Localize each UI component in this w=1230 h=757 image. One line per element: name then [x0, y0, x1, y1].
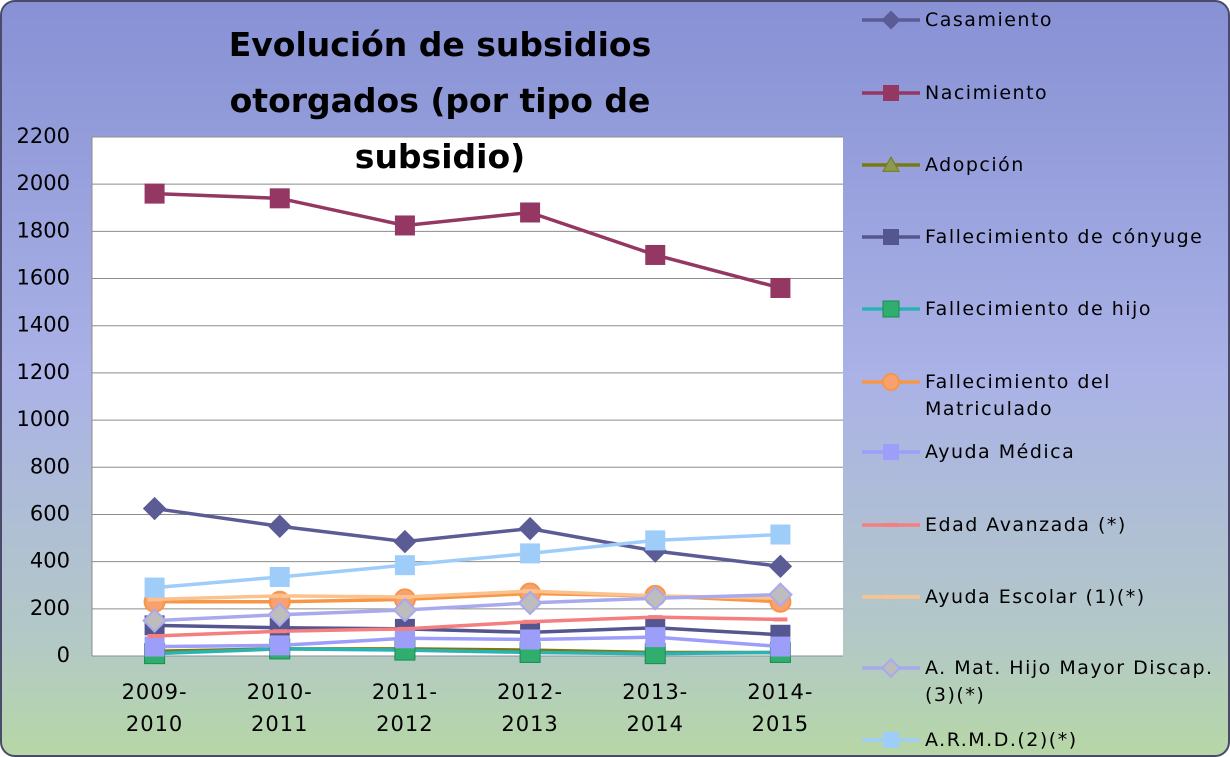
y-tick-label: 2000	[17, 171, 70, 195]
legend-label: Nacimiento	[925, 82, 1049, 104]
chart-title: Evolución de subsidios otorgados (por ti…	[228, 25, 652, 176]
marker	[882, 373, 900, 391]
marker	[642, 585, 668, 611]
marker	[881, 10, 901, 30]
y-tick-label: 200	[30, 596, 70, 620]
marker	[267, 602, 293, 628]
marker	[268, 514, 292, 538]
marker	[272, 593, 287, 598]
y-tick-label: 400	[30, 549, 70, 573]
marker	[770, 524, 791, 545]
x-tick-label: 2011-2012	[371, 680, 438, 736]
marker	[882, 155, 900, 172]
marker	[520, 629, 541, 650]
marker	[883, 732, 899, 748]
x-tick-label: 2013-2014	[622, 680, 689, 736]
marker	[648, 615, 663, 620]
y-tick-label: 1600	[17, 266, 70, 290]
marker	[393, 529, 417, 554]
legend-label: Casamiento	[925, 9, 1054, 31]
marker	[394, 628, 415, 649]
marker	[392, 597, 418, 623]
marker	[147, 597, 162, 602]
marker	[645, 530, 666, 551]
legend-label: Fallecimiento de cónyuge	[925, 226, 1204, 248]
legend-label: A. Mat. Hijo Mayor Discap.(3)(*)	[925, 657, 1214, 706]
marker	[768, 582, 793, 608]
legend-label: Ayuda Escolar (1)(*)	[925, 586, 1146, 608]
x-tick-label: 2012-2013	[497, 680, 564, 736]
marker	[144, 636, 165, 657]
marker	[884, 523, 898, 527]
series-line	[154, 647, 781, 656]
x-tick-label: 2010-2011	[246, 680, 313, 736]
x-tick-label: 2009-2010	[121, 680, 188, 736]
y-tick-label: 1400	[17, 313, 70, 337]
marker	[147, 633, 162, 638]
marker	[144, 183, 165, 204]
legend-label: Fallecimiento de hijo	[925, 298, 1152, 320]
x-tick-label: 2014-2015	[747, 680, 814, 736]
marker	[883, 229, 899, 245]
marker	[882, 300, 900, 318]
marker	[520, 543, 541, 564]
y-tick-label: 0	[57, 643, 70, 667]
series-line	[154, 191, 781, 290]
marker	[773, 617, 788, 622]
legend-label: Fallecimiento del Matriculado	[925, 371, 1111, 420]
marker	[880, 657, 902, 679]
legend-label: Ayuda Médica	[925, 441, 1076, 463]
marker	[397, 626, 412, 631]
legend-label: A.R.M.D.(2)(*)	[925, 729, 1078, 751]
marker	[397, 595, 412, 600]
marker	[770, 277, 791, 298]
marker	[518, 516, 542, 541]
marker	[394, 215, 415, 236]
marker	[394, 555, 415, 576]
marker	[144, 577, 165, 598]
marker	[142, 496, 167, 521]
marker	[523, 619, 538, 624]
marker	[883, 85, 899, 101]
marker	[645, 627, 666, 648]
y-tick-label: 800	[30, 454, 70, 478]
plot-area	[92, 137, 843, 656]
y-tick-label: 1200	[17, 360, 70, 384]
series-line	[154, 615, 781, 638]
marker	[517, 590, 543, 616]
y-tick-label: 2200	[17, 124, 70, 148]
series-line	[154, 532, 781, 590]
series-line	[154, 592, 781, 623]
marker	[520, 202, 541, 223]
marker	[269, 188, 290, 209]
marker	[770, 636, 791, 657]
marker	[272, 629, 287, 634]
marker	[768, 554, 793, 579]
marker	[269, 566, 290, 587]
y-tick-label: 1800	[17, 218, 70, 242]
marker	[645, 244, 666, 265]
marker	[884, 595, 898, 599]
y-tick-label: 1000	[17, 407, 70, 431]
y-tick-label: 600	[30, 501, 70, 525]
series-line	[154, 635, 781, 649]
series-line	[154, 623, 781, 637]
marker	[142, 608, 167, 634]
legend-label: Adopción	[925, 154, 1025, 176]
legend-label: Edad Avanzada (*)	[925, 514, 1127, 536]
marker	[883, 444, 899, 460]
series-line	[154, 506, 781, 569]
marker	[269, 635, 290, 656]
